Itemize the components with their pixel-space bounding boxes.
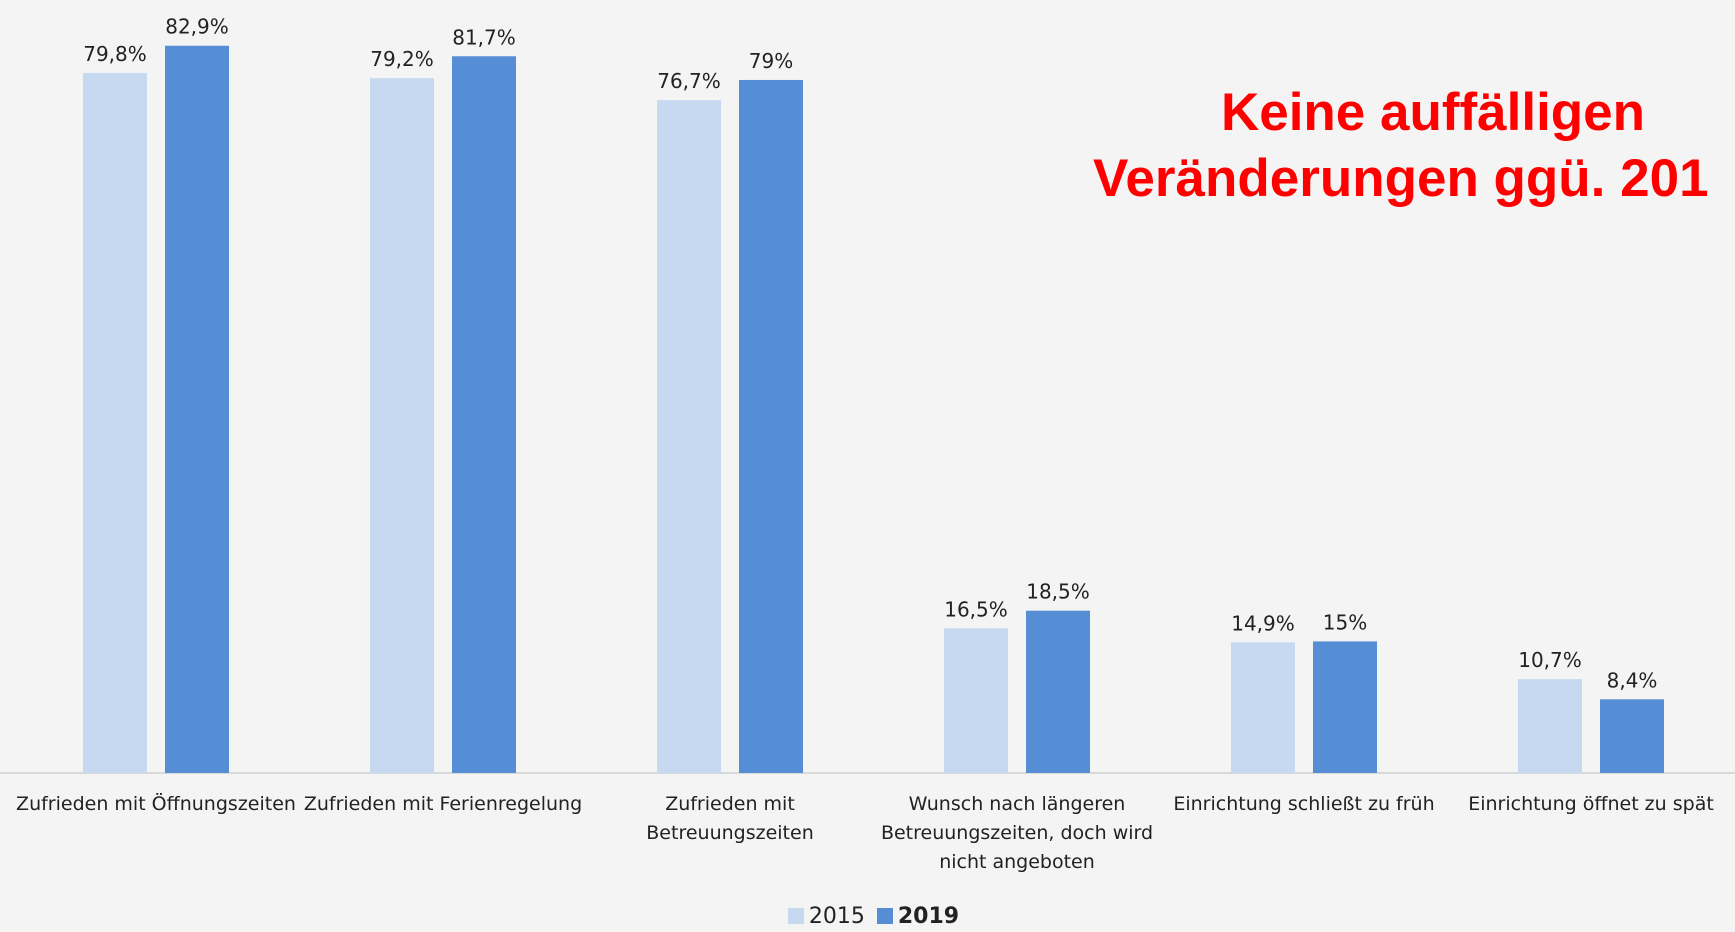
- data-label: 79%: [749, 49, 793, 73]
- x-tick-label: Zufrieden mit Öffnungszeiten: [16, 793, 296, 815]
- legend-label: 2015: [808, 904, 865, 929]
- bar: [944, 628, 1008, 773]
- data-label: 79,2%: [370, 47, 434, 71]
- x-tick-label: Einrichtung schließt zu früh: [1173, 793, 1435, 815]
- data-label: 10,7%: [1518, 648, 1582, 672]
- bar: [739, 79, 803, 774]
- bar: [165, 45, 229, 774]
- bar: [370, 78, 434, 773]
- data-label: 18,5%: [1026, 580, 1090, 604]
- bar: [657, 100, 721, 773]
- x-tick-label: Zufrieden mit Ferienregelung: [303, 793, 583, 815]
- data-label: 8,4%: [1607, 668, 1658, 692]
- bar: [452, 56, 516, 773]
- data-label: 16,5%: [944, 597, 1008, 621]
- x-tick-label: Zufrieden mit Betreuungszeiten: [646, 793, 814, 844]
- legend-label: 2019: [897, 904, 960, 929]
- data-label: 81,7%: [452, 25, 516, 49]
- data-label: 15%: [1323, 610, 1367, 634]
- bar: [1600, 699, 1664, 773]
- data-label: 82,9%: [165, 15, 229, 39]
- bar: [1231, 642, 1295, 773]
- x-tick-label: Wunsch nach längeren Betreuungszeiten, d…: [880, 793, 1154, 873]
- data-label: 79,8%: [83, 42, 147, 66]
- legend: 2015 2019: [0, 904, 1735, 929]
- bar: [1518, 679, 1582, 773]
- annotation: Keine auffälligen: [1221, 83, 1645, 142]
- data-label: 14,9%: [1231, 611, 1295, 635]
- x-tick-label: Einrichtung öffnet zu spät: [1468, 793, 1714, 815]
- bar: [1313, 641, 1377, 773]
- legend-swatch: [787, 908, 804, 924]
- bar: [83, 72, 147, 774]
- legend-swatch: [876, 908, 893, 924]
- bar: [1026, 610, 1090, 773]
- data-label: 76,7%: [657, 69, 721, 93]
- annotation: Veränderungen ggü. 201: [1093, 149, 1709, 208]
